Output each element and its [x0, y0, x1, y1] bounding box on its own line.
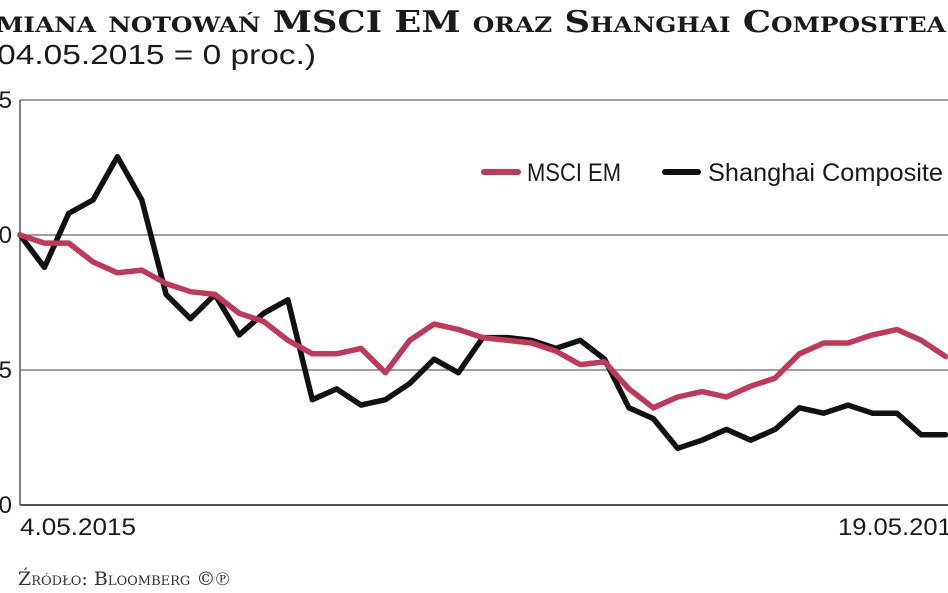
y-tick-label: -5	[0, 357, 12, 384]
y-tick-label: 0	[0, 222, 12, 249]
x-tick-label-end: 19.05.2016	[838, 514, 948, 541]
legend: MSCI EM Shanghai Composite	[481, 159, 943, 187]
x-tick-label-start: 4.05.2015	[20, 514, 136, 541]
legend-label-shanghai: Shanghai Composite	[708, 159, 943, 187]
y-tick-label: 5	[0, 87, 12, 114]
chart-title: miana notowań MSCI EM oraz Shanghai Comp…	[0, 5, 947, 40]
y-tick-label: -10	[0, 492, 12, 519]
chart-subtitle: (04.05.2015 = 0 proc.)	[0, 39, 316, 70]
source-note: Źródło: Bloomberg ©℗	[18, 567, 230, 590]
series-line-msci-em	[17, 232, 948, 411]
series-line-shanghai-composite	[17, 153, 948, 452]
legend-label-msci: MSCI EM	[527, 159, 621, 187]
